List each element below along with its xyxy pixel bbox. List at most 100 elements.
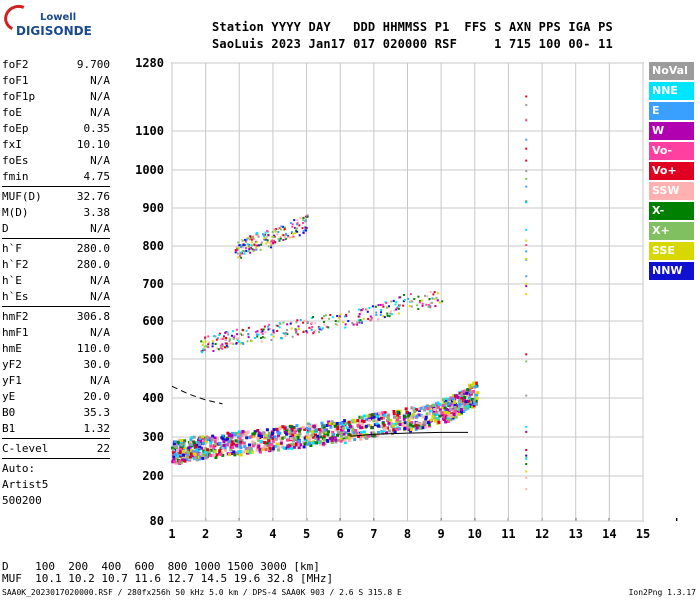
- data-point: [334, 320, 337, 323]
- data-point: [382, 315, 385, 318]
- data-point: [201, 343, 204, 346]
- auto-scaling-info: Auto: Artist5 500200: [2, 461, 110, 509]
- data-point: [357, 421, 361, 425]
- data-point: [296, 230, 299, 233]
- data-point: [392, 424, 396, 428]
- data-point: [233, 451, 237, 455]
- data-point: [245, 247, 248, 250]
- data-point: [255, 448, 259, 452]
- data-point: [471, 405, 475, 409]
- data-point: [201, 435, 205, 439]
- data-point: [431, 415, 435, 419]
- data-point: [236, 437, 240, 441]
- data-point: [377, 304, 380, 307]
- data-point: [471, 390, 475, 394]
- data-point: [241, 239, 244, 242]
- data-point: [459, 393, 463, 397]
- data-point: [219, 451, 223, 455]
- data-point: [469, 398, 473, 402]
- x-tick-label: 7: [370, 527, 377, 541]
- data-point: [272, 239, 275, 242]
- data-point: [204, 336, 207, 339]
- data-point: [207, 449, 211, 453]
- data-point: [259, 432, 263, 436]
- data-point: [223, 438, 227, 442]
- data-point: [180, 452, 184, 456]
- data-point: [465, 404, 469, 408]
- data-point: [435, 296, 438, 299]
- data-point: [283, 332, 286, 335]
- data-point: [456, 410, 460, 414]
- data-point: [467, 399, 471, 403]
- legend-item: SSE: [649, 242, 694, 260]
- data-point: [240, 256, 243, 259]
- data-point: [215, 453, 219, 457]
- data-point: [375, 419, 379, 423]
- data-point: [320, 328, 323, 331]
- data-point: [338, 318, 341, 321]
- data-point: [418, 299, 421, 302]
- data-point: [371, 305, 374, 308]
- data-point: [425, 421, 429, 425]
- data-point: [291, 433, 295, 437]
- data-point: [285, 432, 289, 436]
- data-point: [428, 306, 431, 309]
- data-point: [232, 337, 235, 340]
- data-point: [287, 234, 290, 237]
- data-point: [184, 451, 188, 455]
- data-point: [201, 351, 204, 354]
- data-point: [424, 417, 428, 421]
- data-point: [173, 460, 177, 464]
- data-point: [255, 246, 258, 249]
- data-point: [434, 305, 437, 308]
- data-point: [312, 315, 315, 318]
- y-tick-label: 600: [142, 314, 164, 328]
- data-point: [376, 433, 380, 437]
- data-point: [525, 470, 528, 473]
- data-point: [411, 300, 414, 303]
- data-point: [404, 407, 408, 411]
- data-point: [351, 428, 355, 432]
- data-point: [257, 244, 260, 247]
- data-point: [444, 412, 448, 416]
- data-point: [221, 337, 224, 340]
- data-point: [323, 323, 326, 326]
- data-point: [525, 360, 528, 363]
- data-point: [441, 403, 445, 407]
- param-name: foF1: [2, 74, 29, 87]
- data-point: [471, 383, 475, 387]
- data-point: [303, 427, 307, 431]
- data-point: [359, 310, 362, 313]
- data-point: [269, 242, 272, 245]
- data-point: [284, 226, 287, 229]
- data-point: [525, 425, 528, 428]
- data-point: [213, 450, 217, 454]
- data-point: [288, 444, 292, 448]
- data-point: [257, 235, 260, 238]
- distance-row: D 100 200 400 600 800 1000 1500 3000 [km…: [2, 560, 320, 573]
- data-point: [370, 317, 373, 320]
- data-point: [201, 453, 205, 457]
- data-point: [403, 298, 406, 301]
- data-point: [389, 312, 392, 315]
- data-point: [375, 422, 379, 426]
- data-point: [348, 310, 351, 313]
- data-point: [304, 319, 307, 322]
- param-row: yE 20.0: [2, 389, 110, 405]
- data-point: [218, 332, 221, 335]
- data-point: [256, 330, 259, 333]
- data-point: [344, 422, 348, 426]
- data-point: [415, 426, 419, 430]
- data-point: [303, 439, 307, 443]
- data-point: [277, 445, 281, 449]
- data-point: [525, 449, 528, 452]
- data-point: [176, 440, 180, 444]
- data-point: [468, 383, 472, 387]
- header-line-2: SaoLuis 2023 Jan17 017 020000 RSF 1 715 …: [212, 37, 613, 51]
- data-point: [261, 332, 264, 335]
- data-point: [207, 343, 210, 346]
- data-point: [251, 236, 254, 239]
- data-point: [268, 446, 272, 450]
- data-point: [345, 313, 348, 316]
- data-point: [308, 326, 311, 329]
